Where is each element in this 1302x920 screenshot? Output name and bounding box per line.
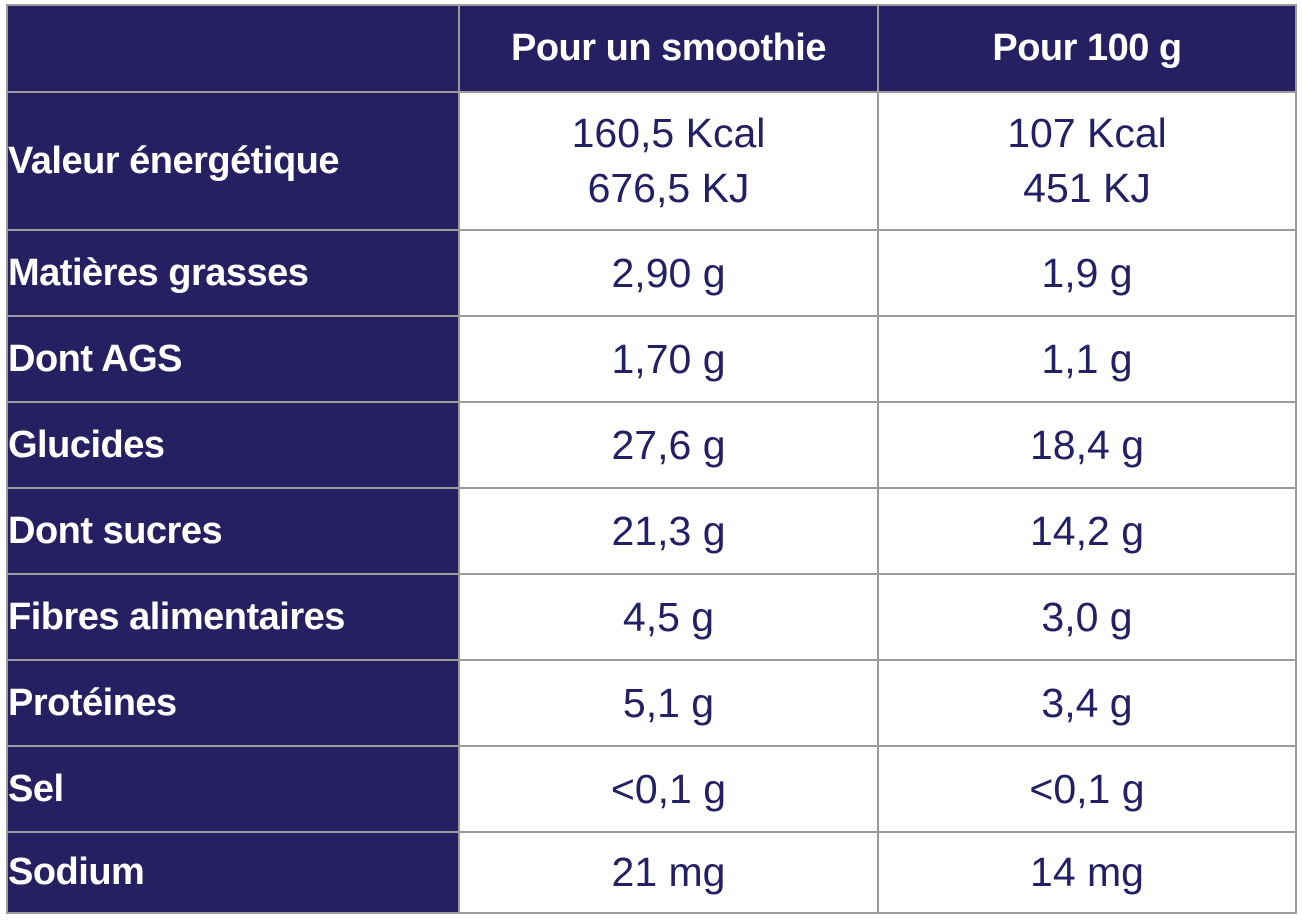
- row-label-sodium: Sodium: [6, 831, 460, 914]
- table-row-fibre: Fibres alimentaires 4,5 g 3,0 g: [6, 573, 1297, 661]
- value-cell-protein-smoothie: 5,1 g: [458, 659, 879, 747]
- value-cell-saturates-per100: 1,1 g: [877, 315, 1297, 403]
- table-row-saturates: Dont AGS 1,70 g 1,1 g: [6, 315, 1297, 403]
- value-cell-sodium-per100: 14 mg: [877, 831, 1297, 914]
- row-label-sugars: Dont sucres: [6, 487, 460, 575]
- value-cell-sugars-per100: 14,2 g: [877, 487, 1297, 575]
- col-header-empty: [6, 4, 460, 93]
- nutrition-table: Pour un smoothie Pour 100 g Valeur énerg…: [6, 4, 1297, 914]
- col-header-smoothie: Pour un smoothie: [458, 4, 879, 93]
- value-cell-carbs-smoothie: 27,6 g: [458, 401, 879, 489]
- value-cell-fibre-smoothie: 4,5 g: [458, 573, 879, 661]
- value-cell-carbs-per100: 18,4 g: [877, 401, 1297, 489]
- value-cell-salt-per100: <0,1 g: [877, 745, 1297, 833]
- value-cell-sugars-smoothie: 21,3 g: [458, 487, 879, 575]
- value-cell-fat-smoothie: 2,90 g: [458, 229, 879, 317]
- table-row-protein: Protéines 5,1 g 3,4 g: [6, 659, 1297, 747]
- row-label-energy: Valeur énergétique: [6, 91, 460, 231]
- row-label-salt: Sel: [6, 745, 460, 833]
- energy-kcal-per100: 107 Kcal: [1007, 110, 1167, 156]
- value-cell-fibre-per100: 3,0 g: [877, 573, 1297, 661]
- row-label-fibre: Fibres alimentaires: [6, 573, 460, 661]
- nutrition-table-wrapper: Pour un smoothie Pour 100 g Valeur énerg…: [6, 4, 1297, 914]
- value-cell-energy-smoothie: 160,5 Kcal 676,5 KJ: [458, 91, 879, 231]
- row-label-carbs: Glucides: [6, 401, 460, 489]
- table-row-carbs: Glucides 27,6 g 18,4 g: [6, 401, 1297, 489]
- row-label-protein: Protéines: [6, 659, 460, 747]
- table-row-energy: Valeur énergétique 160,5 Kcal 676,5 KJ 1…: [6, 91, 1297, 231]
- header-row: Pour un smoothie Pour 100 g: [6, 4, 1297, 93]
- row-label-saturates: Dont AGS: [6, 315, 460, 403]
- energy-kj-smoothie: 676,5 KJ: [587, 165, 750, 211]
- value-cell-sodium-smoothie: 21 mg: [458, 831, 879, 914]
- energy-kj-per100: 451 KJ: [1023, 165, 1151, 211]
- row-label-fat: Matières grasses: [6, 229, 460, 317]
- energy-kcal-smoothie: 160,5 Kcal: [571, 110, 766, 156]
- table-row-sugars: Dont sucres 21,3 g 14,2 g: [6, 487, 1297, 575]
- table-row-sodium: Sodium 21 mg 14 mg: [6, 831, 1297, 914]
- col-header-per100: Pour 100 g: [877, 4, 1297, 93]
- value-cell-fat-per100: 1,9 g: [877, 229, 1297, 317]
- value-cell-salt-smoothie: <0,1 g: [458, 745, 879, 833]
- table-row-fat: Matières grasses 2,90 g 1,9 g: [6, 229, 1297, 317]
- value-cell-saturates-smoothie: 1,70 g: [458, 315, 879, 403]
- value-cell-protein-per100: 3,4 g: [877, 659, 1297, 747]
- table-row-salt: Sel <0,1 g <0,1 g: [6, 745, 1297, 833]
- value-cell-energy-per100: 107 Kcal 451 KJ: [877, 91, 1297, 231]
